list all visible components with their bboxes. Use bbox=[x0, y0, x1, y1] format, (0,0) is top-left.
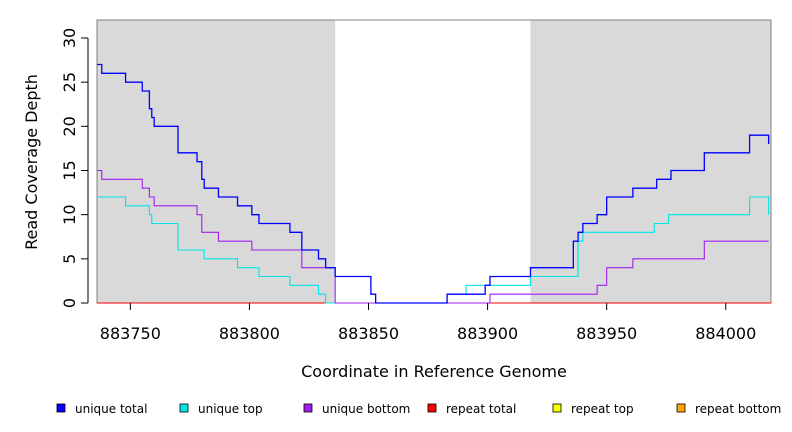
legend-label-unique-total: unique total bbox=[75, 402, 147, 416]
legend: unique total unique top unique bottom repea… bbox=[56, 402, 781, 416]
y-tick-label: 25 bbox=[60, 72, 79, 92]
series-line-unique-total bbox=[97, 63, 770, 304]
y-tick-label: 10 bbox=[60, 204, 79, 224]
series-line-unique-top bbox=[97, 196, 770, 304]
shaded-regions bbox=[97, 20, 771, 303]
x-tick-label: 883900 bbox=[457, 324, 518, 343]
legend-swatch-unique-total bbox=[56, 403, 66, 413]
x-axis: 883750 883800 883850 883900 883950 884000 bbox=[100, 303, 756, 343]
legend-label-repeat-bottom: repeat bottom bbox=[695, 402, 781, 416]
y-tick-label: 0 bbox=[60, 298, 79, 308]
y-axis: 0 5 10 15 20 25 30 bbox=[60, 28, 89, 308]
y-tick-label: 15 bbox=[60, 160, 79, 180]
x-tick-label: 883950 bbox=[576, 324, 637, 343]
y-tick-label: 30 bbox=[60, 28, 79, 48]
legend-swatch-repeat-total bbox=[427, 403, 437, 413]
y-tick-label: 5 bbox=[60, 254, 79, 264]
shaded-region-1 bbox=[97, 20, 336, 303]
shaded-region-2 bbox=[530, 20, 771, 303]
legend-label-repeat-top: repeat top bbox=[571, 402, 634, 416]
legend-label-unique-bottom: unique bottom bbox=[322, 402, 410, 416]
legend-label-repeat-total: repeat total bbox=[446, 402, 516, 416]
x-tick-label: 883800 bbox=[219, 324, 280, 343]
series-lines bbox=[97, 63, 771, 304]
legend-swatch-repeat-top bbox=[552, 403, 562, 413]
x-tick-label: 883850 bbox=[338, 324, 399, 343]
x-axis-label: Coordinate in Reference Genome bbox=[301, 362, 567, 381]
legend-swatch-unique-bottom bbox=[303, 403, 313, 413]
y-axis-label: Read Coverage Depth bbox=[22, 74, 41, 250]
x-tick-label: 884000 bbox=[695, 324, 756, 343]
y-tick-label: 20 bbox=[60, 116, 79, 136]
legend-label-unique-top: unique top bbox=[198, 402, 263, 416]
series-line-unique-bottom bbox=[97, 169, 769, 304]
legend-swatch-repeat-bottom bbox=[676, 403, 686, 413]
legend-swatch-unique-top bbox=[179, 403, 189, 413]
x-tick-label: 883750 bbox=[100, 324, 161, 343]
